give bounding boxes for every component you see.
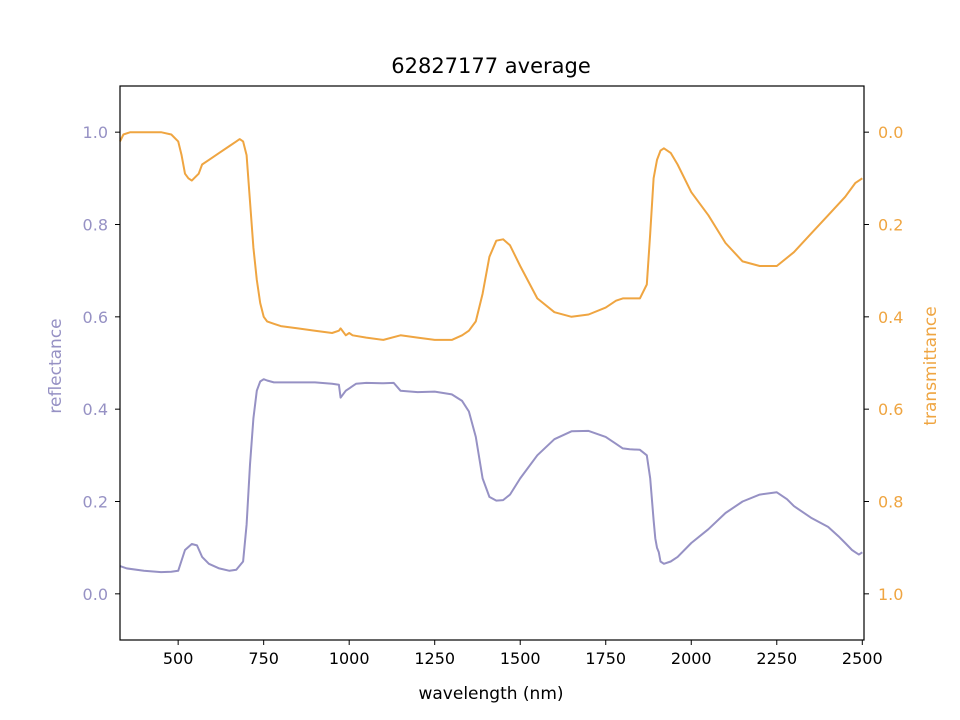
y-left-tick-label: 1.0	[83, 123, 108, 142]
y-right-tick-label: 0.2	[878, 216, 903, 235]
y-left-tick-label: 0.6	[83, 308, 108, 327]
y-axis-right: 0.0 0.2 0.4 0.6 0.8 1.0	[864, 123, 903, 604]
y-right-tick-label: 0.0	[878, 123, 903, 142]
y-right-tick-label: 1.0	[878, 585, 903, 604]
x-tick-label: 1000	[329, 649, 370, 668]
x-tick-label: 2500	[842, 649, 883, 668]
transmittance-series-line	[119, 131, 863, 341]
y-axis-left: 0.0 0.2 0.4 0.6 0.8 1.0	[83, 123, 120, 604]
y-right-tick-label: 0.4	[878, 308, 903, 327]
y-left-tick-label: 0.4	[83, 400, 108, 419]
chart-title: 62827177 average	[391, 54, 591, 78]
plot-frame	[119, 85, 865, 641]
x-tick-label: 2250	[756, 649, 797, 668]
x-tick-label: 500	[163, 649, 194, 668]
reflectance-series-line	[119, 378, 863, 574]
x-tick-label: 750	[248, 649, 279, 668]
y-left-tick-label: 0.8	[83, 216, 108, 235]
x-tick-label: 1750	[585, 649, 626, 668]
x-tick-label: 2000	[671, 649, 712, 668]
x-axis: 500 750 1000 1250 1500 1750 2000 2250 2500	[163, 640, 883, 668]
y-left-tick-label: 0.0	[83, 585, 108, 604]
y-axis-label-right: transmittance	[921, 306, 941, 425]
series-layer	[119, 131, 863, 574]
x-tick-label: 1500	[500, 649, 541, 668]
x-tick-label: 1250	[414, 649, 455, 668]
y-right-tick-label: 0.8	[878, 493, 903, 512]
y-axis-label-left: reflectance	[46, 318, 66, 413]
y-right-tick-label: 0.6	[878, 400, 903, 419]
y-left-tick-label: 0.2	[83, 493, 108, 512]
x-axis-label: wavelength (nm)	[418, 684, 563, 704]
